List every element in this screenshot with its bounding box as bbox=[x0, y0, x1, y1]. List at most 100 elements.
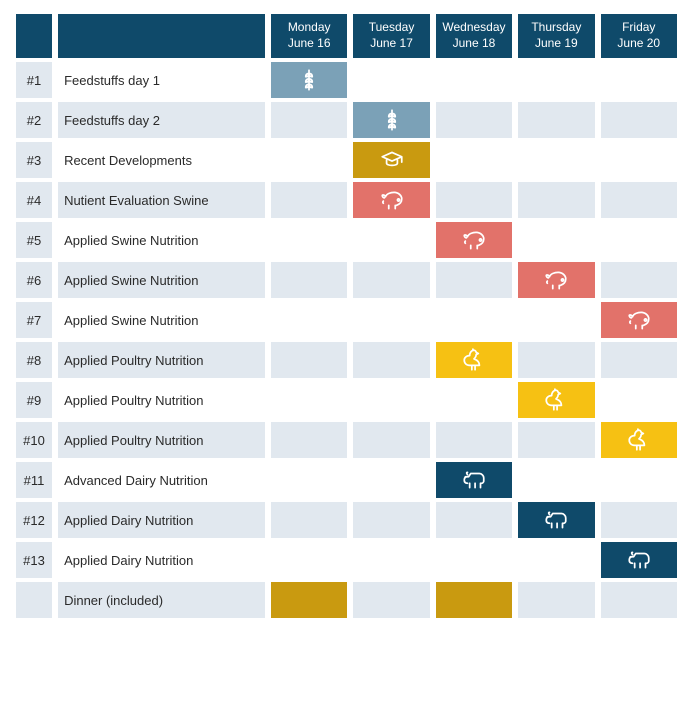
day-cell bbox=[518, 182, 594, 218]
day-cell bbox=[271, 582, 347, 618]
day-cell bbox=[436, 142, 512, 178]
header-date: June 19 bbox=[518, 36, 594, 52]
row-number: #6 bbox=[16, 262, 52, 298]
day-cell bbox=[601, 582, 677, 618]
row-label: Nutient Evaluation Swine bbox=[58, 182, 265, 218]
header-date: June 16 bbox=[271, 36, 347, 52]
day-cell bbox=[601, 302, 677, 338]
day-cell bbox=[601, 62, 677, 98]
header-day-1: Tuesday June 17 bbox=[353, 14, 429, 58]
table-row: #7Applied Swine Nutrition bbox=[16, 302, 677, 338]
header-blank-num bbox=[16, 14, 52, 58]
row-number: #1 bbox=[16, 62, 52, 98]
day-cell bbox=[518, 262, 594, 298]
cap-icon bbox=[353, 142, 429, 178]
grain-icon bbox=[271, 62, 347, 98]
header-date: June 18 bbox=[436, 36, 512, 52]
cow-icon bbox=[518, 502, 594, 538]
table-row: #2Feedstuffs day 2 bbox=[16, 102, 677, 138]
day-cell bbox=[436, 302, 512, 338]
day-cell bbox=[271, 182, 347, 218]
row-number: #12 bbox=[16, 502, 52, 538]
day-cell bbox=[436, 262, 512, 298]
row-number: #5 bbox=[16, 222, 52, 258]
table-row: #4Nutient Evaluation Swine bbox=[16, 182, 677, 218]
day-cell bbox=[353, 222, 429, 258]
day-cell bbox=[353, 462, 429, 498]
day-cell bbox=[436, 542, 512, 578]
day-cell bbox=[436, 342, 512, 378]
day-cell bbox=[271, 102, 347, 138]
day-cell bbox=[353, 142, 429, 178]
header-day-3: Thursday June 19 bbox=[518, 14, 594, 58]
day-cell bbox=[436, 382, 512, 418]
day-cell bbox=[353, 102, 429, 138]
row-label: Dinner (included) bbox=[58, 582, 265, 618]
header-date: June 20 bbox=[601, 36, 677, 52]
day-cell bbox=[353, 542, 429, 578]
row-label: Applied Dairy Nutrition bbox=[58, 542, 265, 578]
header-day-2: Wednesday June 18 bbox=[436, 14, 512, 58]
row-label: Applied Poultry Nutrition bbox=[58, 382, 265, 418]
day-cell bbox=[271, 342, 347, 378]
table-row: Dinner (included) bbox=[16, 582, 677, 618]
row-number: #2 bbox=[16, 102, 52, 138]
cow-icon bbox=[436, 462, 512, 498]
day-cell bbox=[353, 262, 429, 298]
pig-icon bbox=[601, 302, 677, 338]
day-cell bbox=[271, 142, 347, 178]
row-label: Applied Swine Nutrition bbox=[58, 222, 265, 258]
day-cell bbox=[601, 542, 677, 578]
day-cell bbox=[436, 182, 512, 218]
day-cell bbox=[518, 502, 594, 538]
chicken-icon bbox=[601, 422, 677, 458]
table-row: #13Applied Dairy Nutrition bbox=[16, 542, 677, 578]
day-cell bbox=[601, 462, 677, 498]
day-cell bbox=[271, 502, 347, 538]
table-row: #8Applied Poultry Nutrition bbox=[16, 342, 677, 378]
day-cell bbox=[271, 222, 347, 258]
day-cell bbox=[353, 62, 429, 98]
row-label: Advanced Dairy Nutrition bbox=[58, 462, 265, 498]
schedule-table: Monday June 16 Tuesday June 17 Wednesday… bbox=[10, 10, 683, 622]
day-cell bbox=[271, 62, 347, 98]
grain-icon bbox=[353, 102, 429, 138]
day-cell bbox=[601, 502, 677, 538]
day-cell bbox=[518, 142, 594, 178]
header-dow: Thursday bbox=[518, 20, 594, 36]
row-number: #13 bbox=[16, 542, 52, 578]
table-row: #9Applied Poultry Nutrition bbox=[16, 382, 677, 418]
day-cell bbox=[601, 342, 677, 378]
row-label: Feedstuffs day 1 bbox=[58, 62, 265, 98]
chicken-icon bbox=[436, 342, 512, 378]
day-cell bbox=[353, 582, 429, 618]
table-row: #12Applied Dairy Nutrition bbox=[16, 502, 677, 538]
row-number: #4 bbox=[16, 182, 52, 218]
day-cell bbox=[271, 262, 347, 298]
day-cell bbox=[353, 182, 429, 218]
pig-icon bbox=[518, 262, 594, 298]
day-cell bbox=[518, 422, 594, 458]
header-dow: Tuesday bbox=[353, 20, 429, 36]
row-number: #9 bbox=[16, 382, 52, 418]
day-cell bbox=[353, 342, 429, 378]
day-cell bbox=[601, 102, 677, 138]
row-number: #3 bbox=[16, 142, 52, 178]
day-cell bbox=[601, 422, 677, 458]
header-row: Monday June 16 Tuesday June 17 Wednesday… bbox=[16, 14, 677, 58]
row-number: #10 bbox=[16, 422, 52, 458]
row-number bbox=[16, 582, 52, 618]
day-cell bbox=[518, 342, 594, 378]
day-cell bbox=[436, 222, 512, 258]
day-cell bbox=[518, 302, 594, 338]
table-row: #1Feedstuffs day 1 bbox=[16, 62, 677, 98]
day-cell bbox=[518, 222, 594, 258]
day-cell bbox=[436, 102, 512, 138]
day-cell bbox=[436, 502, 512, 538]
header-dow: Wednesday bbox=[436, 20, 512, 36]
day-cell bbox=[271, 542, 347, 578]
header-date: June 17 bbox=[353, 36, 429, 52]
row-label: Applied Dairy Nutrition bbox=[58, 502, 265, 538]
day-cell bbox=[436, 462, 512, 498]
day-cell bbox=[518, 542, 594, 578]
